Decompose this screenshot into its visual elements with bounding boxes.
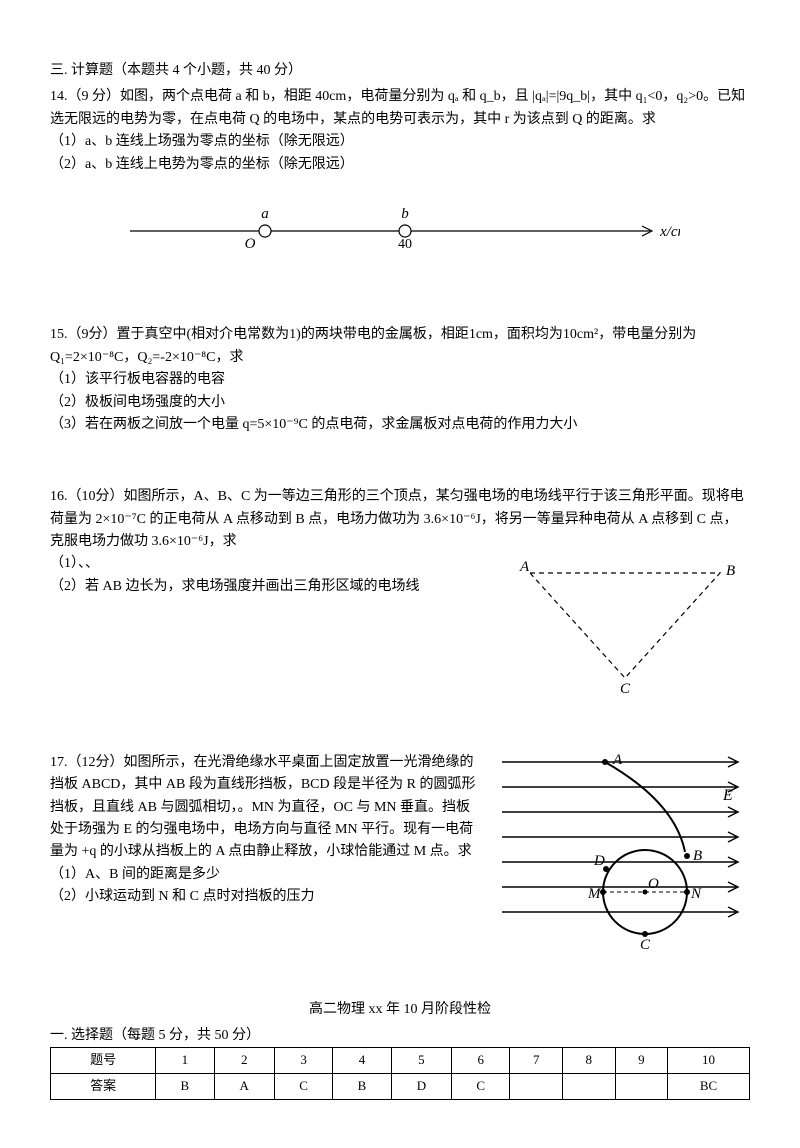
td xyxy=(563,1074,616,1100)
th: 题号 xyxy=(51,1048,156,1074)
td: B xyxy=(333,1074,391,1100)
th: 5 xyxy=(391,1048,451,1074)
q16-label-A: A xyxy=(519,559,530,575)
th: 3 xyxy=(274,1048,332,1074)
section-3-title: 三. 计算题（本题共 4 个小题，共 40 分） xyxy=(50,60,750,82)
question-17: A E B D M N O C 17.（12分）如图所示，在光滑绝缘水平桌面上固… xyxy=(50,752,750,1100)
question-14: 14.（9 分）如图，两个点电荷 a 和 b，相距 40cm，电荷量分别为 qₐ… xyxy=(50,86,750,274)
th: 1 xyxy=(156,1048,214,1074)
q15-part3: （3）若在两板之间放一个电量 q=5×10⁻⁹C 的点电荷，求金属板对点电荷的作… xyxy=(50,414,750,436)
question-15: 15.（9分）置于真空中(相对介电常数为1)的两块带电的金属板，相距1cm，面积… xyxy=(50,324,750,436)
q17-label-A: A xyxy=(612,752,623,768)
q16-figure: A B C xyxy=(510,553,750,701)
th: 6 xyxy=(452,1048,510,1074)
q14-stem: 14.（9 分）如图，两个点电荷 a 和 b，相距 40cm，电荷量分别为 qₐ… xyxy=(50,86,750,131)
q14-label-b: b xyxy=(401,206,409,222)
q14-label-axis: x/cm xyxy=(659,224,680,240)
answer-subtitle: 一. 选择题（每题 5 分，共 50 分） xyxy=(50,1025,750,1047)
q16-part1: （1）、、 xyxy=(50,553,490,575)
answers-table: 题号 1 2 3 4 5 6 7 8 9 10 答案 B A C B D C xyxy=(50,1047,750,1100)
table-row: 答案 B A C B D C BC xyxy=(51,1074,750,1100)
th: 10 xyxy=(668,1048,750,1074)
q14-label-40: 40 xyxy=(398,237,412,252)
td: 答案 xyxy=(51,1074,156,1100)
td: BC xyxy=(668,1074,750,1100)
q17-label-N: N xyxy=(690,886,702,902)
q17-figure: A E B D M N O C xyxy=(490,742,750,960)
q17-label-D: D xyxy=(593,853,605,869)
q17-label-O: O xyxy=(648,876,659,892)
th: 9 xyxy=(615,1048,668,1074)
td: A xyxy=(214,1074,274,1100)
q14-label-O: O xyxy=(245,236,256,252)
answer-title: 高二物理 xx 年 10 月阶段性检 xyxy=(50,999,750,1021)
q14-part1: （1）a、b 连线上场强为零点的坐标（除无限远） xyxy=(50,131,750,153)
q14-figure: a b O 40 x/cm xyxy=(120,186,680,274)
q16-part2: （2）若 AB 边长为，求电场强度并画出三角形区域的电场线 xyxy=(50,576,490,598)
q14-label-a: a xyxy=(261,206,269,222)
q17-label-E: E xyxy=(722,787,733,804)
td: C xyxy=(452,1074,510,1100)
question-16: 16.（10分）如图所示，A、B、C 为一等边三角形的三个顶点，某匀强电场的电场… xyxy=(50,486,750,702)
q15-stem: 15.（9分）置于真空中(相对介电常数为1)的两块带电的金属板，相距1cm，面积… xyxy=(50,324,750,369)
td xyxy=(615,1074,668,1100)
th: 2 xyxy=(214,1048,274,1074)
q17-label-M: M xyxy=(587,886,602,902)
th: 4 xyxy=(333,1048,391,1074)
q15-part2: （2）极板间电场强度的大小 xyxy=(50,392,750,414)
th: 7 xyxy=(510,1048,563,1074)
q17-label-B: B xyxy=(693,848,702,864)
table-row: 题号 1 2 3 4 5 6 7 8 9 10 xyxy=(51,1048,750,1074)
q14-part2: （2）a、b 连线上电势为零点的坐标（除无限远） xyxy=(50,154,750,176)
td: D xyxy=(391,1074,451,1100)
q16-label-C: C xyxy=(620,681,631,693)
q16-stem: 16.（10分）如图所示，A、B、C 为一等边三角形的三个顶点，某匀强电场的电场… xyxy=(50,486,750,553)
td: B xyxy=(156,1074,214,1100)
th: 8 xyxy=(563,1048,616,1074)
q15-part1: （1）该平行板电容器的电容 xyxy=(50,369,750,391)
q16-label-B: B xyxy=(726,563,735,579)
q17-label-C: C xyxy=(640,937,651,952)
td: C xyxy=(274,1074,332,1100)
answer-block: 高二物理 xx 年 10 月阶段性检 一. 选择题（每题 5 分，共 50 分）… xyxy=(50,999,750,1100)
td xyxy=(510,1074,563,1100)
